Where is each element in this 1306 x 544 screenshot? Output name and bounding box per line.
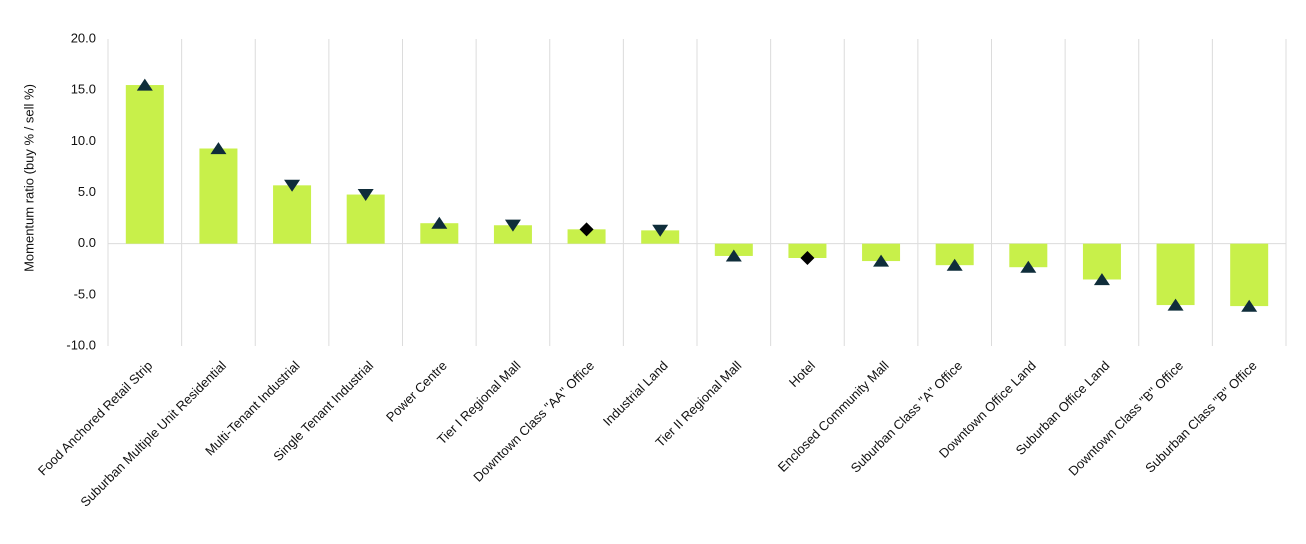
trend-marker: [579, 222, 594, 237]
bar: [273, 185, 312, 244]
trend-marker: [357, 188, 374, 201]
y-tick-label: -5.0: [74, 286, 96, 301]
trend-marker: [1241, 299, 1258, 312]
x-tick-label: Downtown Class "AA" Office: [470, 358, 597, 485]
trend-marker: [946, 258, 963, 271]
trend-marker: [1020, 260, 1037, 273]
y-tick-label: 20.0: [71, 30, 96, 45]
x-tick-label: Hotel: [786, 358, 818, 390]
y-axis-label: Momentum ratio (buy % / sell %): [21, 84, 36, 272]
trend-marker: [652, 224, 669, 237]
trend-marker: [136, 78, 153, 91]
bar: [199, 148, 238, 244]
trend-marker: [725, 249, 742, 262]
bar: [1009, 243, 1048, 268]
bar: [346, 194, 385, 244]
trend-marker: [284, 179, 301, 192]
trend-marker: [800, 250, 815, 265]
bar: [788, 243, 827, 258]
bar: [567, 229, 606, 244]
x-tick-label: Industrial Land: [600, 358, 671, 429]
bar: [1230, 243, 1269, 307]
bar: [125, 85, 164, 244]
x-tick-label: Suburban Multiple Unit Residential: [77, 358, 229, 510]
trend-marker: [1093, 273, 1110, 286]
bar: [420, 223, 459, 244]
bar: [1156, 243, 1195, 306]
y-tick-label: 10.0: [71, 133, 96, 148]
bar: [493, 225, 532, 244]
bar: [862, 243, 901, 262]
y-tick-label: 0.0: [78, 235, 96, 250]
trend-marker: [873, 254, 890, 267]
trend-marker: [1167, 298, 1184, 311]
y-tick-label: -10.0: [66, 337, 96, 352]
x-tick-label: Power Centre: [383, 358, 450, 425]
trend-marker: [504, 219, 521, 232]
y-tick-label: 15.0: [71, 82, 96, 97]
bar: [641, 230, 680, 244]
trend-marker: [431, 216, 448, 229]
trend-marker: [210, 142, 227, 155]
x-tick-label: Food Anchored Retail Strip: [35, 358, 155, 478]
bar: [935, 243, 974, 266]
y-tick-label: 5.0: [78, 184, 96, 199]
